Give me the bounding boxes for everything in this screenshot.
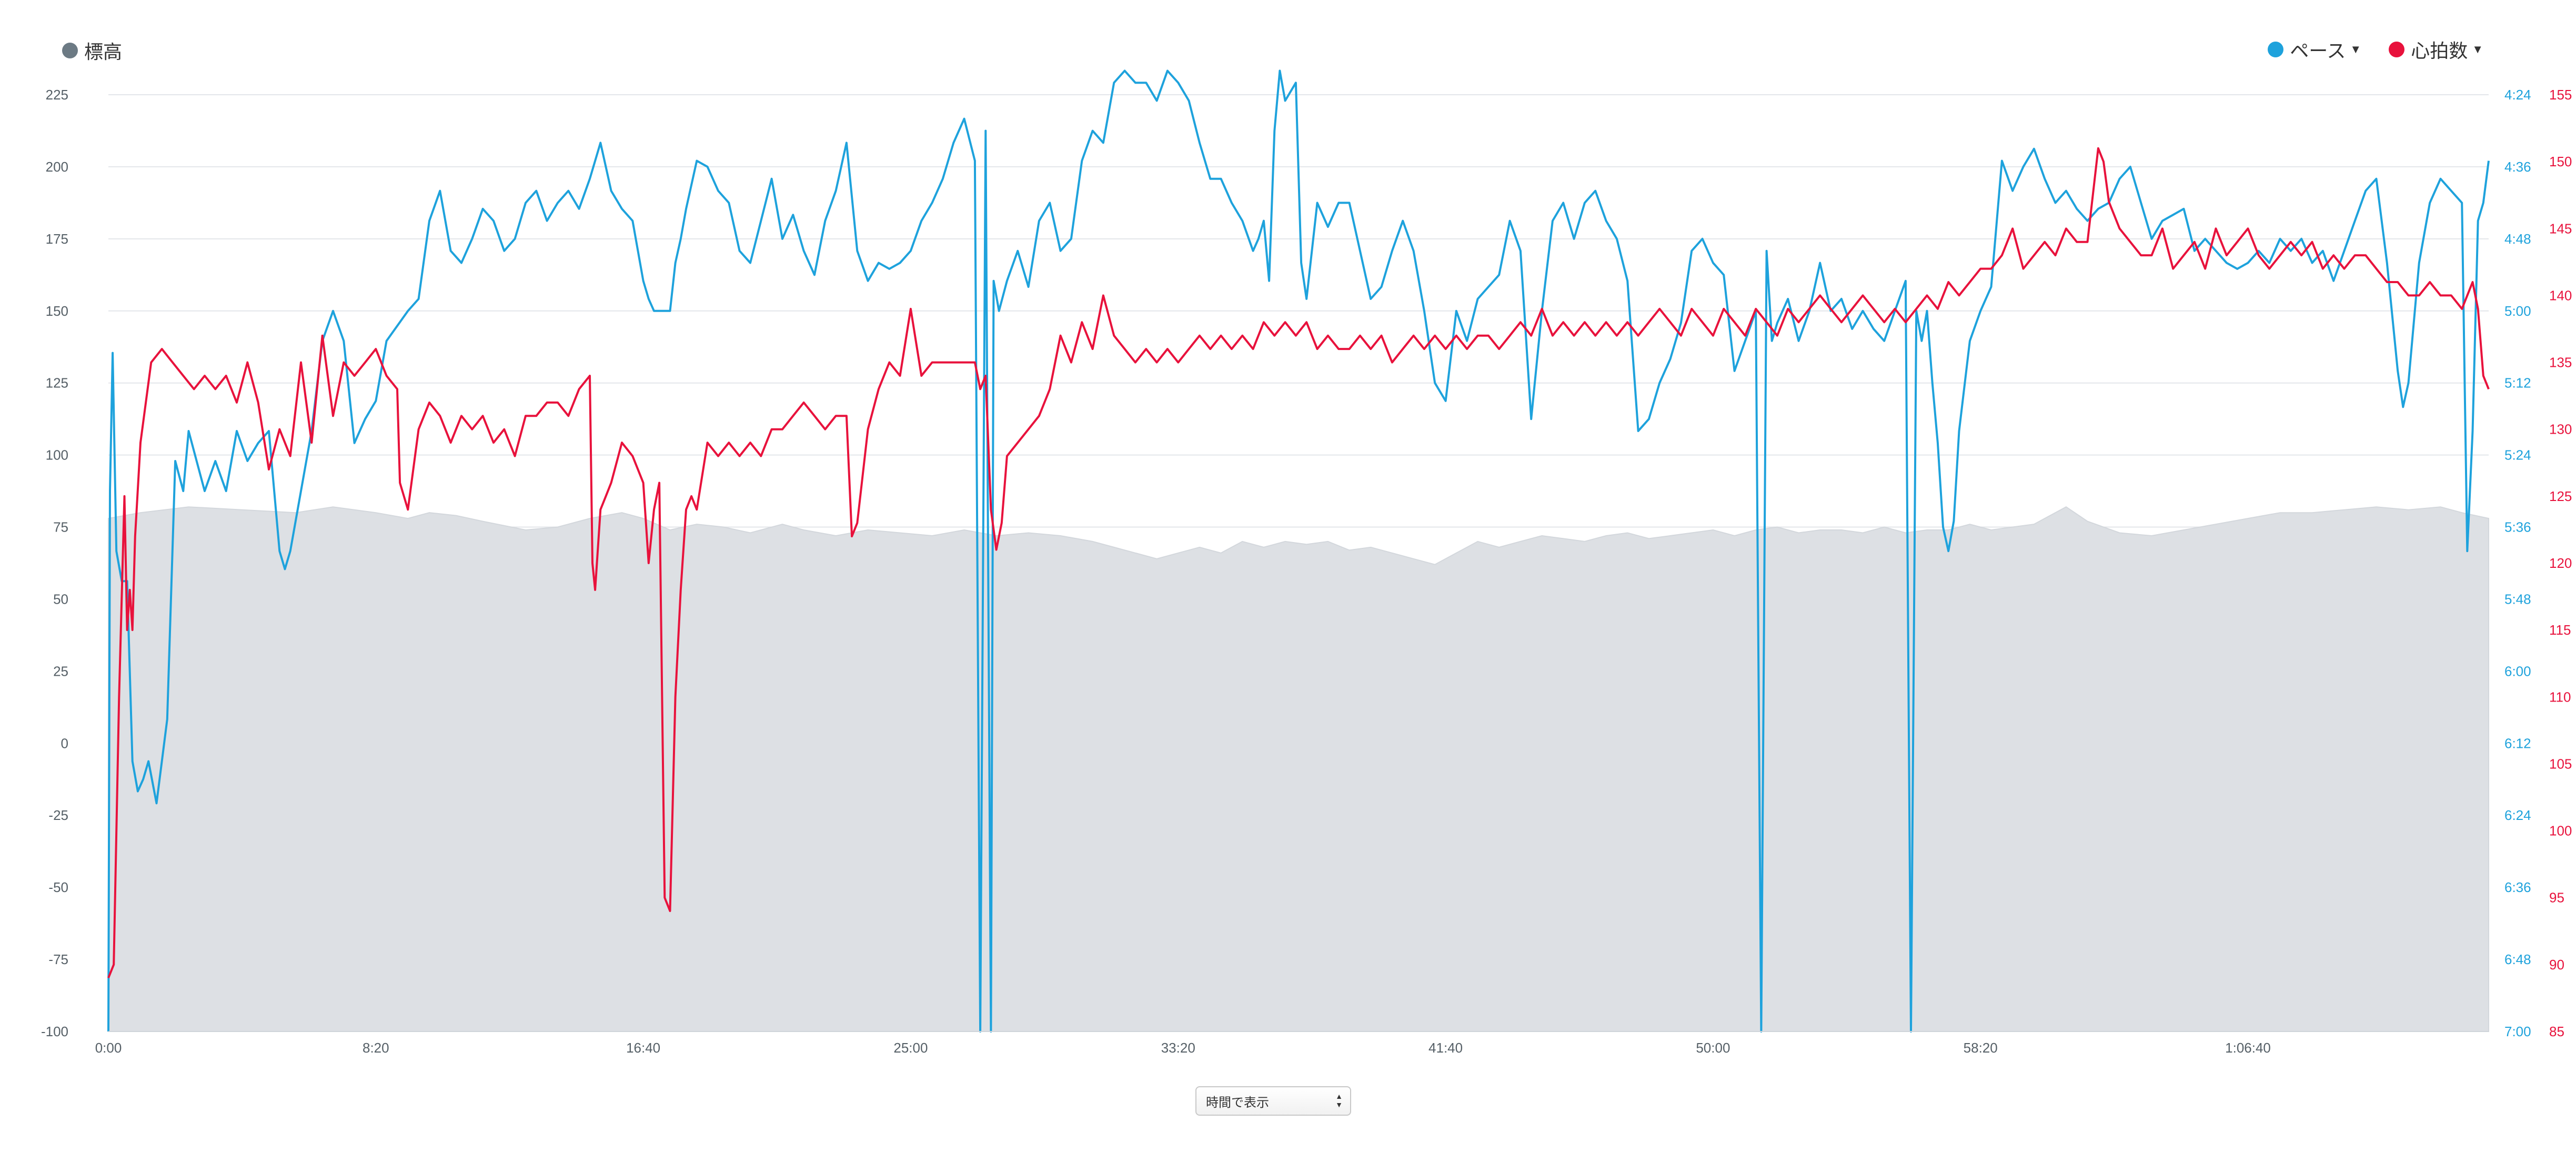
- x-tick-label: 16:40: [626, 1040, 660, 1056]
- heart-rate-line: [107, 147, 2490, 979]
- y-tick-label-heart-rate: 90: [2549, 957, 2564, 973]
- y-tick-label-pace: 5:24: [2504, 447, 2531, 463]
- y-tick-label-pace: 6:24: [2504, 807, 2531, 823]
- y-tick-label-heart-rate: 100: [2549, 823, 2572, 839]
- y-tick-label-elevation: 175: [46, 231, 68, 247]
- x-tick-label: 50:00: [1696, 1040, 1730, 1056]
- y-tick-label-elevation: -50: [48, 879, 68, 895]
- y-tick-label-heart-rate: 110: [2549, 689, 2571, 705]
- y-tick-label-elevation: 100: [46, 447, 68, 463]
- y-tick-label-heart-rate: 125: [2549, 488, 2572, 504]
- legend-metrics: ペース ▼ 心拍数 ▼: [2240, 36, 2483, 63]
- y-tick-label-heart-rate: 130: [2549, 422, 2572, 437]
- y-tick-label-pace: 6:12: [2504, 735, 2531, 751]
- legend-heart-rate-label: 心拍数: [2411, 40, 2468, 62]
- y-tick-label-heart-rate: 155: [2549, 87, 2572, 103]
- y-tick-label-heart-rate: 145: [2549, 221, 2572, 236]
- y-tick-label-elevation: -100: [41, 1024, 68, 1039]
- y-tick-label-pace: 6:36: [2504, 879, 2531, 895]
- y-tick-label-pace: 4:24: [2504, 87, 2531, 103]
- y-tick-label-elevation: -75: [48, 951, 68, 967]
- y-tick-label-pace: 5:12: [2504, 375, 2531, 391]
- y-tick-label-heart-rate: 150: [2549, 154, 2572, 169]
- y-tick-label-elevation: 125: [46, 375, 68, 391]
- y-tick-label-heart-rate: 115: [2549, 622, 2571, 638]
- y-tick-label-elevation: 25: [53, 663, 68, 679]
- x-tick-label: 58:20: [1964, 1040, 1998, 1056]
- y-tick-label-pace: 5:00: [2504, 303, 2531, 319]
- x-tick-label: 25:00: [893, 1040, 928, 1056]
- y-tick-label-heart-rate: 140: [2549, 287, 2572, 303]
- select-arrows-icon: ▲ ▼: [1335, 1092, 1343, 1109]
- x-tick-label: 0:00: [95, 1040, 122, 1056]
- y-tick-label-elevation: 200: [46, 159, 68, 175]
- y-tick-label-heart-rate: 85: [2549, 1024, 2564, 1039]
- elevation-dot-icon: [62, 43, 78, 58]
- y-tick-label-heart-rate: 135: [2549, 355, 2572, 370]
- y-tick-label-pace: 6:48: [2504, 951, 2531, 967]
- pace-dot-icon: [2268, 42, 2284, 57]
- y-tick-label-pace: 4:48: [2504, 231, 2531, 247]
- y-tick-label-elevation: 75: [53, 519, 68, 535]
- legend-pace[interactable]: ペース ▼: [2268, 36, 2361, 63]
- x-tick-label: 41:40: [1428, 1040, 1463, 1056]
- y-tick-label-elevation: 150: [46, 303, 68, 319]
- x-tick-label: 33:20: [1161, 1040, 1195, 1056]
- caret-down-icon: ▼: [2472, 43, 2483, 56]
- legend-heart-rate[interactable]: 心拍数 ▼: [2389, 36, 2483, 63]
- y-tick-label-pace: 7:00: [2504, 1024, 2531, 1039]
- x-tick-label: 8:20: [363, 1040, 389, 1056]
- y-tick-label-heart-rate: 120: [2549, 555, 2572, 571]
- y-tick-label-heart-rate: 105: [2549, 756, 2572, 772]
- pace-line: [107, 69, 2490, 1033]
- y-tick-label-elevation: -25: [48, 807, 68, 823]
- y-tick-label-heart-rate: 95: [2549, 890, 2564, 906]
- y-tick-label-elevation: 225: [46, 87, 68, 103]
- y-tick-label-pace: 5:36: [2504, 519, 2531, 535]
- y-tick-label-elevation: 0: [61, 735, 68, 751]
- y-tick-label-elevation: 50: [53, 591, 68, 607]
- legend-elevation[interactable]: 標高: [62, 37, 122, 64]
- legend-elevation-label: 標高: [84, 41, 123, 63]
- view-mode-selected-label: 時間で表示: [1206, 1095, 1269, 1110]
- view-mode-select[interactable]: 時間で表示 ▲ ▼: [1195, 1086, 1351, 1116]
- caret-down-icon: ▼: [2350, 43, 2362, 56]
- elevation-area: [108, 506, 2489, 1032]
- y-tick-label-pace: 4:36: [2504, 159, 2531, 175]
- legend-pace-label: ペース: [2290, 40, 2346, 62]
- y-tick-label-pace: 6:00: [2504, 663, 2531, 679]
- heart-rate-dot-icon: [2389, 42, 2405, 57]
- y-tick-label-pace: 5:48: [2504, 591, 2531, 607]
- x-tick-label: 1:06:40: [2225, 1040, 2271, 1056]
